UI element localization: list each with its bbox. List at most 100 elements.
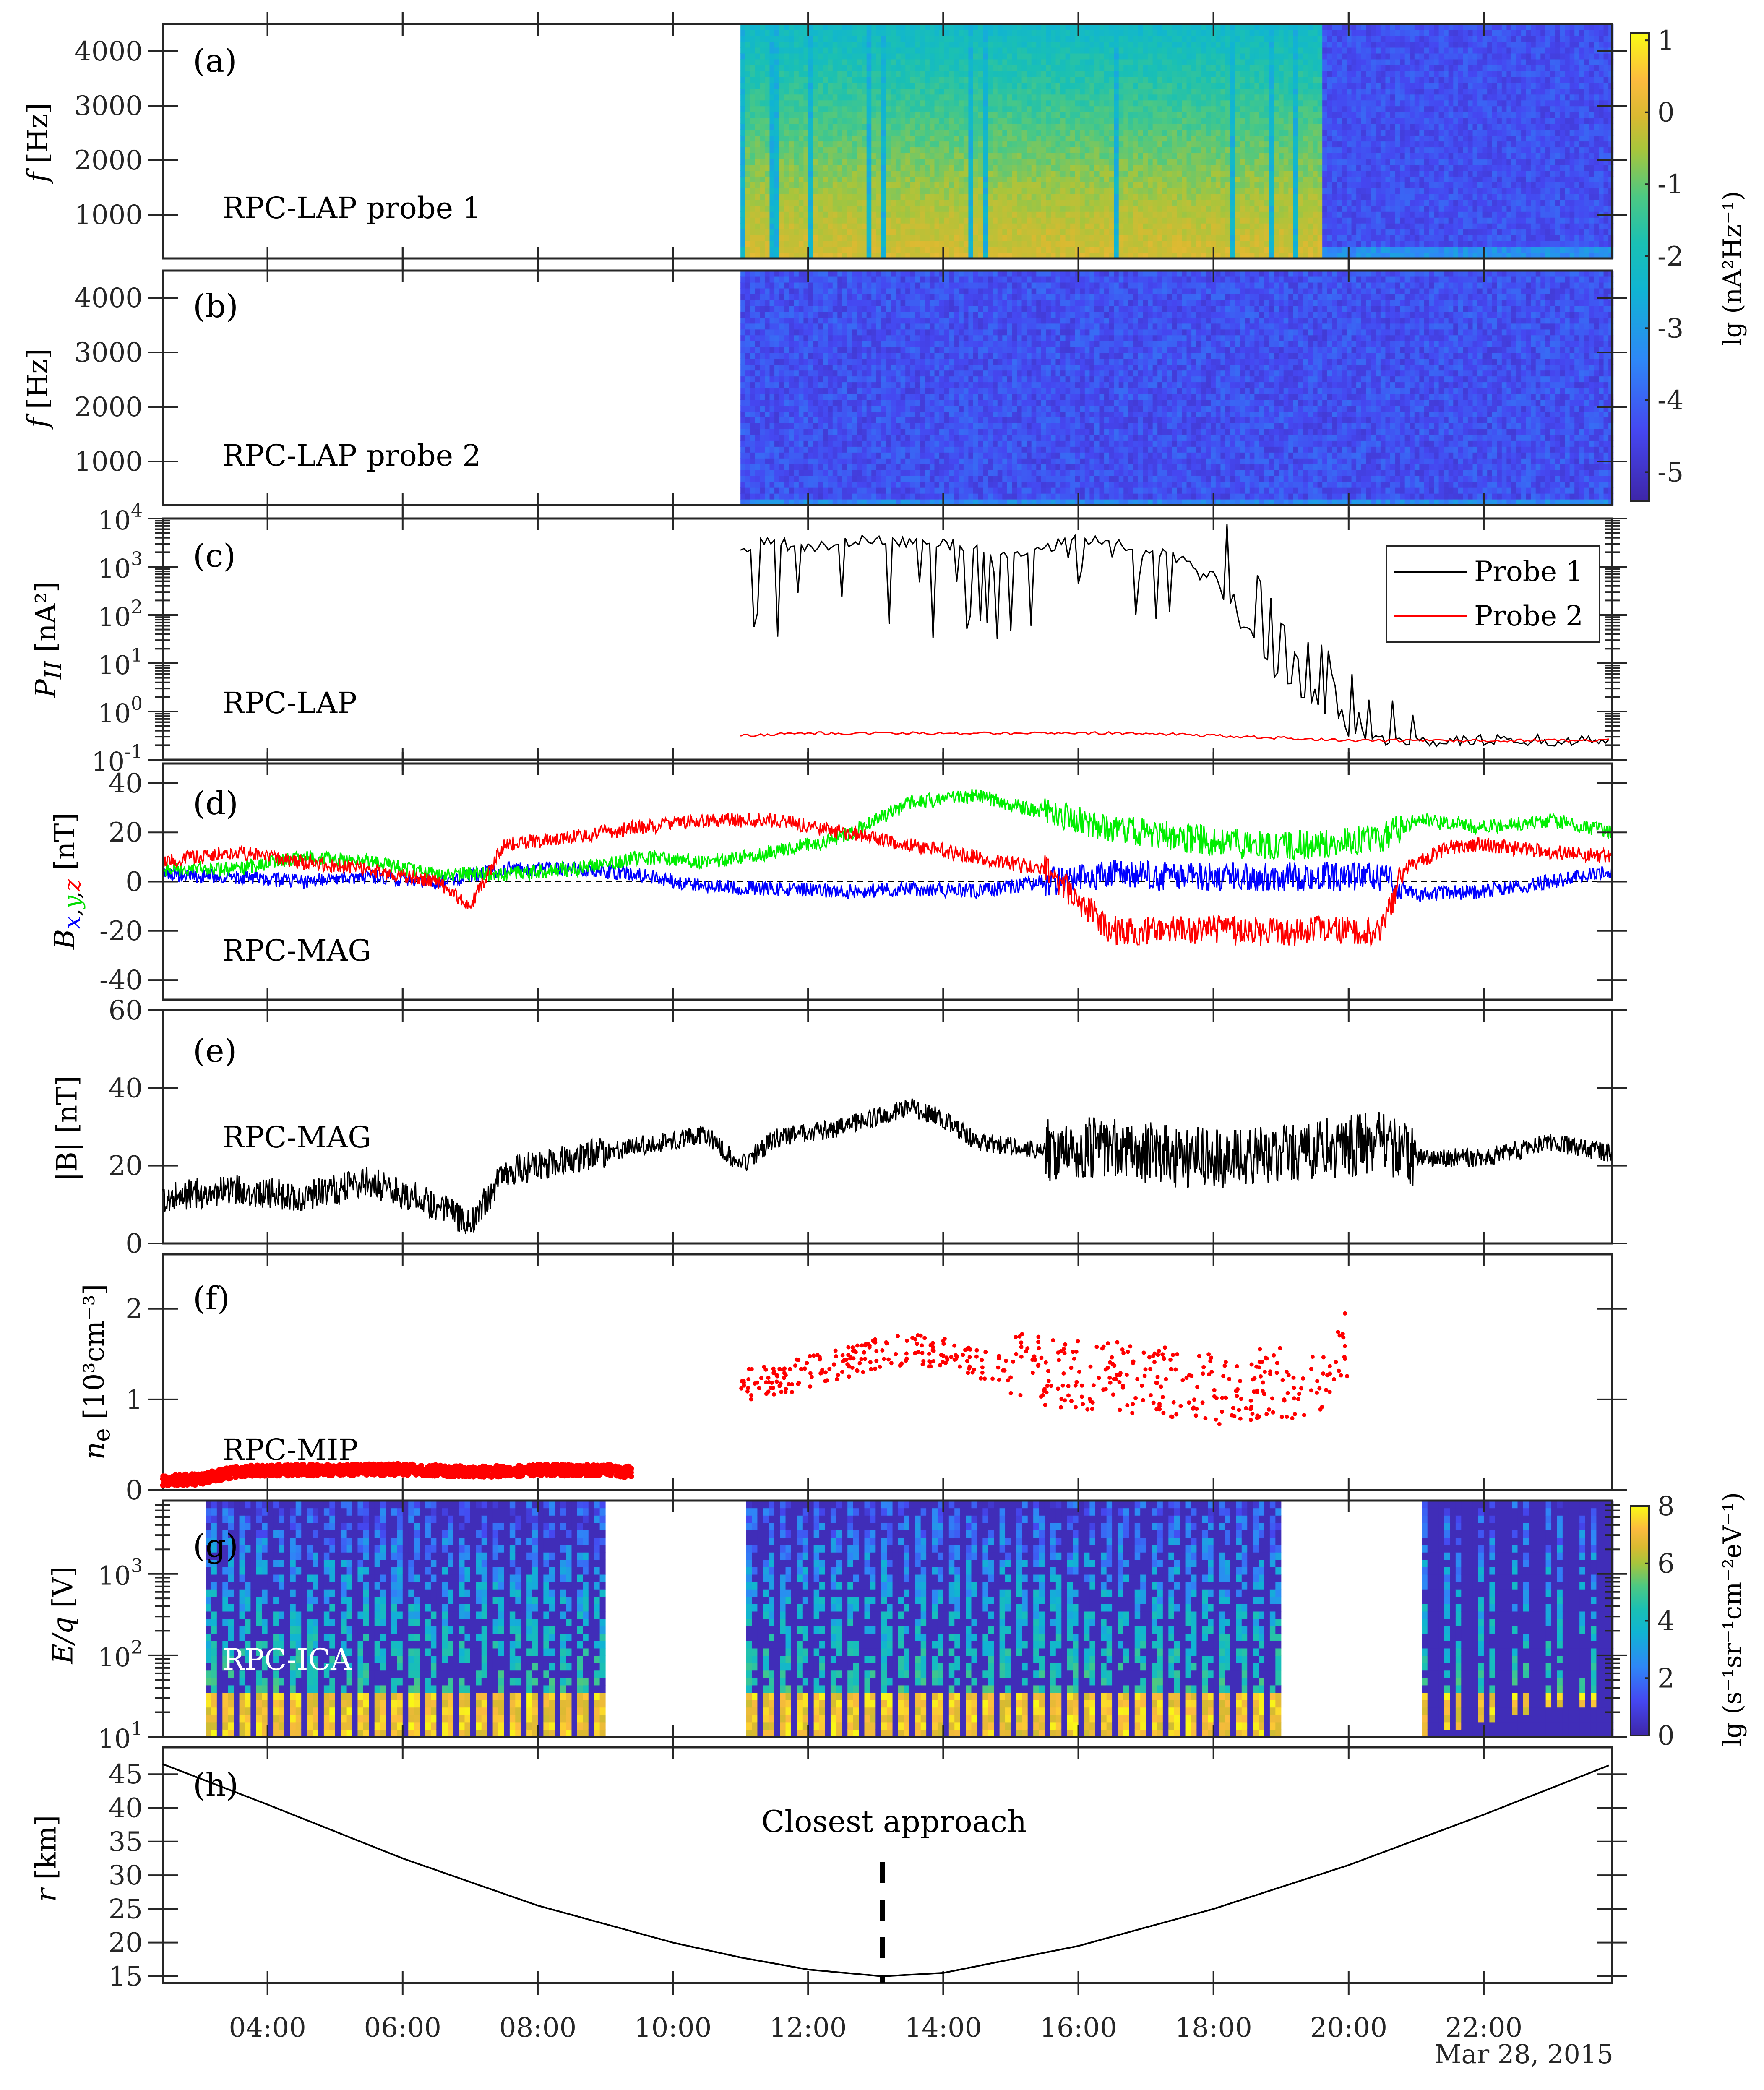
spectrogram-cell [1104, 47, 1109, 54]
spectrogram-cell [852, 136, 857, 142]
spectrogram-cell [1143, 65, 1148, 71]
spectrogram-cell [1196, 136, 1201, 142]
spectrogram-cell [1143, 217, 1148, 224]
spectrogram-cell [1196, 159, 1201, 165]
spectrogram-cell [803, 235, 808, 241]
spectrogram-cell [1274, 136, 1279, 142]
spectrogram-cell [828, 141, 833, 148]
spectrogram-cell [1017, 235, 1022, 241]
spectrogram-cell [1109, 229, 1114, 235]
spectrogram-cell [1022, 42, 1027, 48]
spectrogram-cell [799, 194, 804, 200]
spectrogram-cell [828, 147, 833, 153]
spectrogram-cell [1041, 188, 1046, 194]
spectrogram-cell [745, 136, 750, 142]
spectrogram-cell [1318, 164, 1323, 171]
spectrogram-cell [964, 36, 969, 42]
spectrogram-cell [818, 194, 823, 200]
spectrogram-cell [1225, 106, 1230, 112]
spectrogram-cell [1133, 153, 1138, 159]
spectrogram-cell [896, 77, 901, 83]
spectrogram-cell [964, 89, 969, 95]
spectrogram-cell [799, 153, 804, 159]
spectrogram-cell [905, 100, 910, 107]
spectrogram-cell [808, 247, 813, 253]
spectrogram-cell [1245, 118, 1250, 124]
spectrogram-cell [1216, 217, 1221, 224]
spectrogram-cell [1332, 65, 1337, 71]
spectrogram-cell [1240, 136, 1245, 142]
spectrogram-cell [1206, 247, 1211, 253]
spectrogram-cell [886, 217, 891, 224]
spectrogram-cell [1220, 164, 1225, 171]
spectrogram-cell [1017, 100, 1022, 107]
spectrogram-cell [1032, 77, 1037, 83]
spectrogram-cell [1225, 71, 1230, 77]
spectrogram-cell [876, 182, 881, 188]
spectrogram-cell [1318, 159, 1323, 165]
spectrogram-cell [1027, 223, 1032, 229]
spectrogram-cell [939, 211, 944, 218]
spectrogram-cell [842, 141, 847, 148]
spectrogram-cell [1119, 182, 1124, 188]
spectrogram-cell [959, 194, 964, 200]
spectrogram-cell [1293, 124, 1298, 130]
spectrogram-cell [1322, 188, 1327, 194]
spectrogram-cell [998, 100, 1003, 107]
spectrogram-cell [1070, 176, 1075, 182]
spectrogram-cell [1017, 59, 1022, 65]
spectrogram-cell [784, 77, 789, 83]
spectrogram-cell [867, 53, 872, 60]
spectrogram-cell [794, 229, 799, 235]
spectrogram-cell [1055, 47, 1060, 54]
spectrogram-cell [857, 106, 862, 112]
spectrogram-cell [745, 77, 750, 83]
spectrogram-cell [993, 211, 998, 218]
spectrogram-cell [935, 112, 940, 118]
spectrogram-cell [915, 42, 920, 48]
spectrogram-cell [1099, 53, 1104, 60]
spectrogram-cell [998, 188, 1003, 194]
spectrogram-cell [750, 170, 755, 177]
spectrogram-cell [935, 182, 940, 188]
spectrogram-cell [823, 153, 828, 159]
spectrogram-cell [1313, 188, 1318, 194]
spectrogram-cell [1070, 153, 1075, 159]
spectrogram-cell [852, 42, 857, 48]
spectrogram-cell [1162, 59, 1167, 65]
spectrogram-cell [1119, 247, 1124, 253]
spectrogram-cell [1080, 182, 1085, 188]
spectrogram-cell [1274, 112, 1279, 118]
spectrogram-cell [1245, 153, 1250, 159]
spectrogram-cell [1225, 65, 1230, 71]
spectrogram-cell [983, 100, 988, 107]
spectrogram-cell [1308, 130, 1313, 136]
spectrogram-cell [1211, 170, 1216, 177]
spectrogram-cell [774, 83, 779, 89]
spectrogram-cell [1279, 71, 1284, 77]
spectrogram-cell [1167, 170, 1172, 177]
spectrogram-cell [1085, 59, 1090, 65]
spectrogram-cell [1225, 229, 1230, 235]
spectrogram-cell [1066, 206, 1071, 212]
spectrogram-cell [1099, 170, 1104, 177]
spectrogram-cell [1308, 200, 1313, 206]
spectrogram-cell [833, 217, 838, 224]
spectrogram-cell [871, 141, 876, 148]
spectrogram-cell [1133, 130, 1138, 136]
spectrogram-cell [1075, 194, 1080, 200]
spectrogram-cell [1298, 124, 1303, 130]
spectrogram-cell [1220, 71, 1225, 77]
spectrogram-cell [1080, 71, 1085, 77]
spectrogram-cell [1322, 241, 1327, 247]
spectrogram-cell [978, 71, 983, 77]
spectrogram-cell [1070, 159, 1075, 165]
spectrogram-cell [993, 241, 998, 247]
spectrogram-cell [837, 100, 842, 107]
spectrogram-cell [949, 30, 954, 36]
spectrogram-cell [1046, 182, 1051, 188]
spectrogram-cell [1279, 36, 1284, 42]
spectrogram-cell [1191, 65, 1196, 71]
spectrogram-cell [765, 65, 770, 71]
spectrogram-cell [745, 42, 750, 48]
